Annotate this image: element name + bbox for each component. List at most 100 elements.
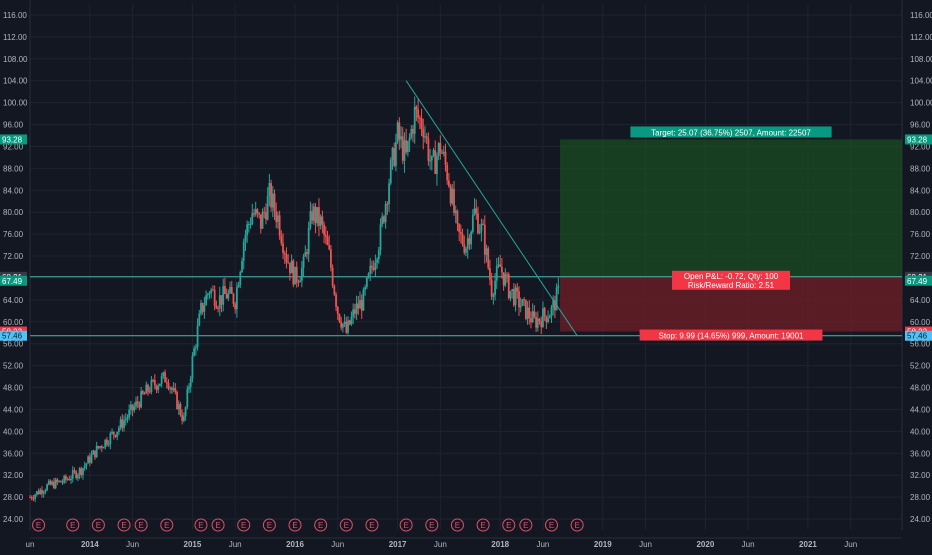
candle-body	[456, 210, 459, 224]
position-zone-layer[interactable]	[560, 139, 902, 332]
candle-body	[543, 308, 546, 316]
candle-body	[326, 236, 329, 245]
y-tick-label-left: 44.00	[3, 405, 24, 414]
candle-body	[176, 391, 178, 410]
x-tick-label: Jun	[844, 540, 857, 549]
earnings-icon[interactable]	[399, 518, 413, 532]
candle-body	[104, 439, 107, 448]
candle-body	[330, 249, 332, 268]
candle-body	[259, 214, 262, 229]
candle-body	[555, 287, 558, 311]
y-tick-label-left: 48.00	[3, 384, 24, 393]
candle-body	[514, 287, 517, 306]
candle-body	[244, 235, 247, 242]
candle-body	[92, 450, 95, 455]
candle-body	[307, 227, 310, 255]
y-tick-label-left: 96.00	[3, 121, 24, 130]
candle-body	[545, 315, 548, 323]
y-tick-label-right: 36.00	[910, 449, 931, 458]
candle-body	[300, 267, 303, 281]
candle-body	[102, 447, 105, 449]
candle-body	[294, 266, 296, 285]
earnings-icon[interactable]	[117, 518, 131, 532]
candle-body	[239, 271, 242, 286]
candle-body	[506, 274, 508, 276]
y-axis-left[interactable]: 24.00 28.00 32.00 36.00 40.00 44.00 48.00 52.00…	[0, 11, 28, 524]
x-tick-label: Jun	[126, 540, 139, 549]
y-tick-label-left: 32.00	[3, 471, 24, 480]
candle-body	[557, 285, 560, 288]
candle-body	[118, 427, 120, 432]
x-tick-label: Jun	[434, 540, 447, 549]
y-tick-label-right: 84.00	[910, 186, 931, 195]
candle-body	[275, 211, 278, 222]
earnings-icon[interactable]	[262, 518, 276, 532]
candle-body	[200, 302, 202, 314]
candle-body	[160, 375, 163, 384]
candle-body	[331, 267, 334, 286]
candle-body	[343, 321, 346, 324]
earnings-icon[interactable]	[160, 518, 174, 532]
y-tick-label-left: 100.00	[3, 99, 28, 108]
earnings-icon[interactable]	[194, 518, 208, 532]
candle-body	[106, 439, 108, 445]
earnings-icon[interactable]	[66, 518, 80, 532]
earnings-icon-label: E	[267, 521, 272, 530]
y-tick-label-right: 100.00	[910, 99, 932, 108]
earnings-icon[interactable]	[32, 518, 46, 532]
candle-body	[114, 434, 117, 437]
candle-body	[224, 286, 226, 294]
target-zone[interactable]	[560, 139, 902, 277]
y-axis-right[interactable]: 24.00 28.00 32.00 36.00 40.00 44.00 48.00 52.00…	[905, 11, 932, 524]
earnings-icon[interactable]	[288, 518, 302, 532]
candle-body	[475, 208, 478, 214]
candle-body	[550, 307, 553, 317]
candle-body	[533, 311, 536, 318]
candle-body	[188, 386, 190, 390]
candle-body	[73, 470, 76, 472]
earnings-icon[interactable]	[570, 518, 584, 532]
earnings-icon-label: E	[292, 521, 297, 530]
earnings-icon[interactable]	[314, 518, 328, 532]
candle-body	[459, 231, 462, 235]
candle-body	[234, 304, 237, 310]
y-tick-label-left: 84.00	[3, 186, 24, 195]
x-tick-label: Jun	[639, 540, 652, 549]
earnings-icon[interactable]	[502, 518, 516, 532]
x-tick-label: 2021	[799, 540, 817, 549]
price-tag-left-bg	[0, 330, 27, 341]
candle-body	[353, 309, 356, 314]
x-axis[interactable]: un 2014 Jun 2015 Jun 2016 Jun 2017 Jun 2018 Jun 201…	[26, 540, 858, 549]
earnings-icon-label: E	[455, 521, 460, 530]
earnings-icon[interactable]	[237, 518, 251, 532]
candle-body	[229, 287, 231, 293]
candle-body	[213, 289, 216, 307]
trendline[interactable]	[405, 80, 578, 336]
earnings-icon[interactable]	[365, 518, 379, 532]
candle-body	[29, 497, 31, 499]
price-tag-right-bg	[905, 330, 932, 341]
candle-body	[76, 474, 79, 479]
candle-body	[442, 151, 445, 154]
earnings-icon[interactable]	[544, 518, 558, 532]
earnings-icon[interactable]	[339, 518, 353, 532]
earnings-icon[interactable]	[134, 518, 148, 532]
earnings-icon[interactable]	[519, 518, 533, 532]
candle-body	[159, 383, 161, 387]
earnings-icon[interactable]	[91, 518, 105, 532]
earnings-icon[interactable]	[476, 518, 490, 532]
position-label-layer: Target: 25.07 (36.75%) 2507, Amount: 225…	[630, 126, 832, 341]
y-tick-label-left: 88.00	[3, 164, 24, 173]
candle-body	[75, 471, 78, 479]
y-tick-label-right: 72.00	[910, 252, 931, 261]
candle-body	[324, 234, 327, 237]
earnings-icon[interactable]	[450, 518, 464, 532]
earnings-icon[interactable]	[425, 518, 439, 532]
earnings-icon[interactable]	[211, 518, 225, 532]
candle-body	[66, 479, 69, 481]
trendline-layer[interactable]	[405, 80, 578, 336]
candle-body	[222, 286, 225, 305]
